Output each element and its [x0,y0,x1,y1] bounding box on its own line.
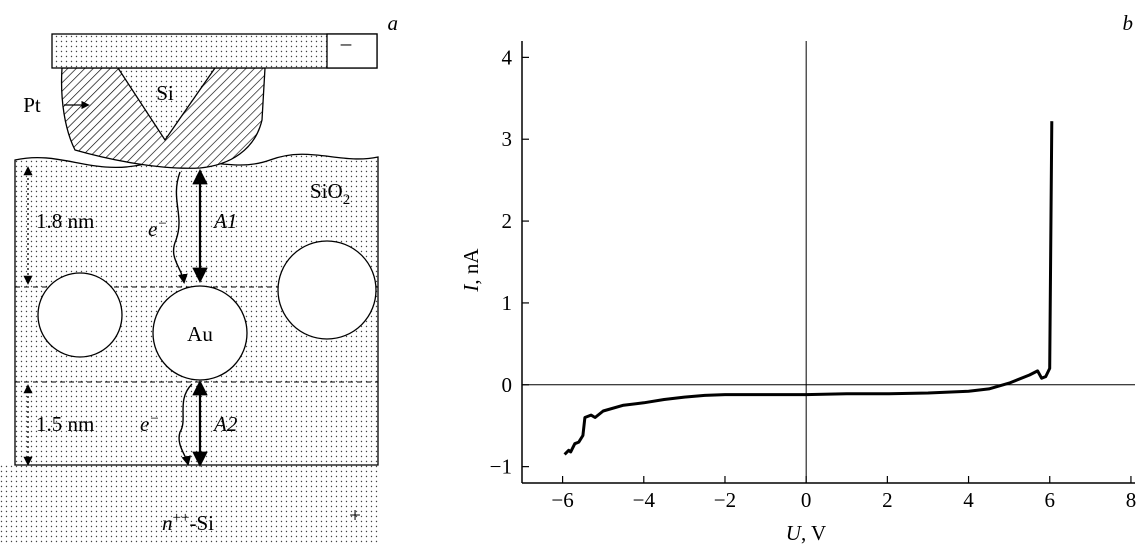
label: 1.5 nm [36,412,94,436]
label: Au [187,322,213,346]
y-tick-label: 4 [502,45,513,69]
x-axis-label: U, V [786,521,826,545]
contact [326,33,378,69]
label-text: e [140,412,149,436]
x-tick-label: 6 [1044,488,1055,512]
x-tick-label: −6 [551,488,573,512]
label-sup: − [149,411,159,427]
label: Pt [23,93,41,117]
label-text: e [148,217,157,241]
label: e− [140,411,159,436]
y-tick-label: 0 [502,373,513,397]
x-tick-label: −4 [633,488,656,512]
label: A1 [212,209,237,233]
diagram: a – Pt Si SiO2 1.8 nm e− A1 Au 1.5 nm e−… [0,11,398,545]
label: – [340,31,352,55]
substrate [0,465,378,545]
label-text: I [459,284,483,293]
label-text: , nA [459,248,483,285]
electron-path [178,383,193,466]
y-tick-label: 2 [502,209,513,233]
y-tick-label: 3 [502,127,513,151]
x-tick-label: 8 [1126,488,1137,512]
label: 1.8 nm [36,209,94,233]
label: Si [156,81,174,105]
chart: b U, V I, nA −6 −4 −2 0 2 4 6 8 −1 0 1 2 3 4 [459,11,1136,545]
label: A2 [212,412,238,436]
label: + [349,503,361,527]
label-text: -Si [189,511,214,535]
y-tick-label: −1 [490,455,512,479]
y-tick-label: 1 [502,291,513,315]
label-text: , V [801,521,826,545]
panel-label: a [388,11,399,35]
label-text: SiO [310,179,343,203]
panel-label: b [1123,11,1134,35]
label-sup: ++ [173,510,190,526]
label-sup: − [157,216,167,232]
y-axis-label: I, nA [459,248,483,293]
label-text: U [786,521,803,545]
label-sub: 2 [343,192,351,208]
nanoparticle [37,272,123,358]
label: e− [148,216,167,241]
x-tick-label: 2 [882,488,893,512]
label: SiO2 [310,179,350,208]
x-tick-label: −2 [714,488,736,512]
data-line [563,121,1054,456]
x-tick-label: 0 [801,488,812,512]
label: n++-Si [162,510,214,535]
x-tick-label: 4 [963,488,974,512]
label-text: n [162,511,173,535]
electron-path [172,171,188,284]
nanoparticle [277,240,377,340]
